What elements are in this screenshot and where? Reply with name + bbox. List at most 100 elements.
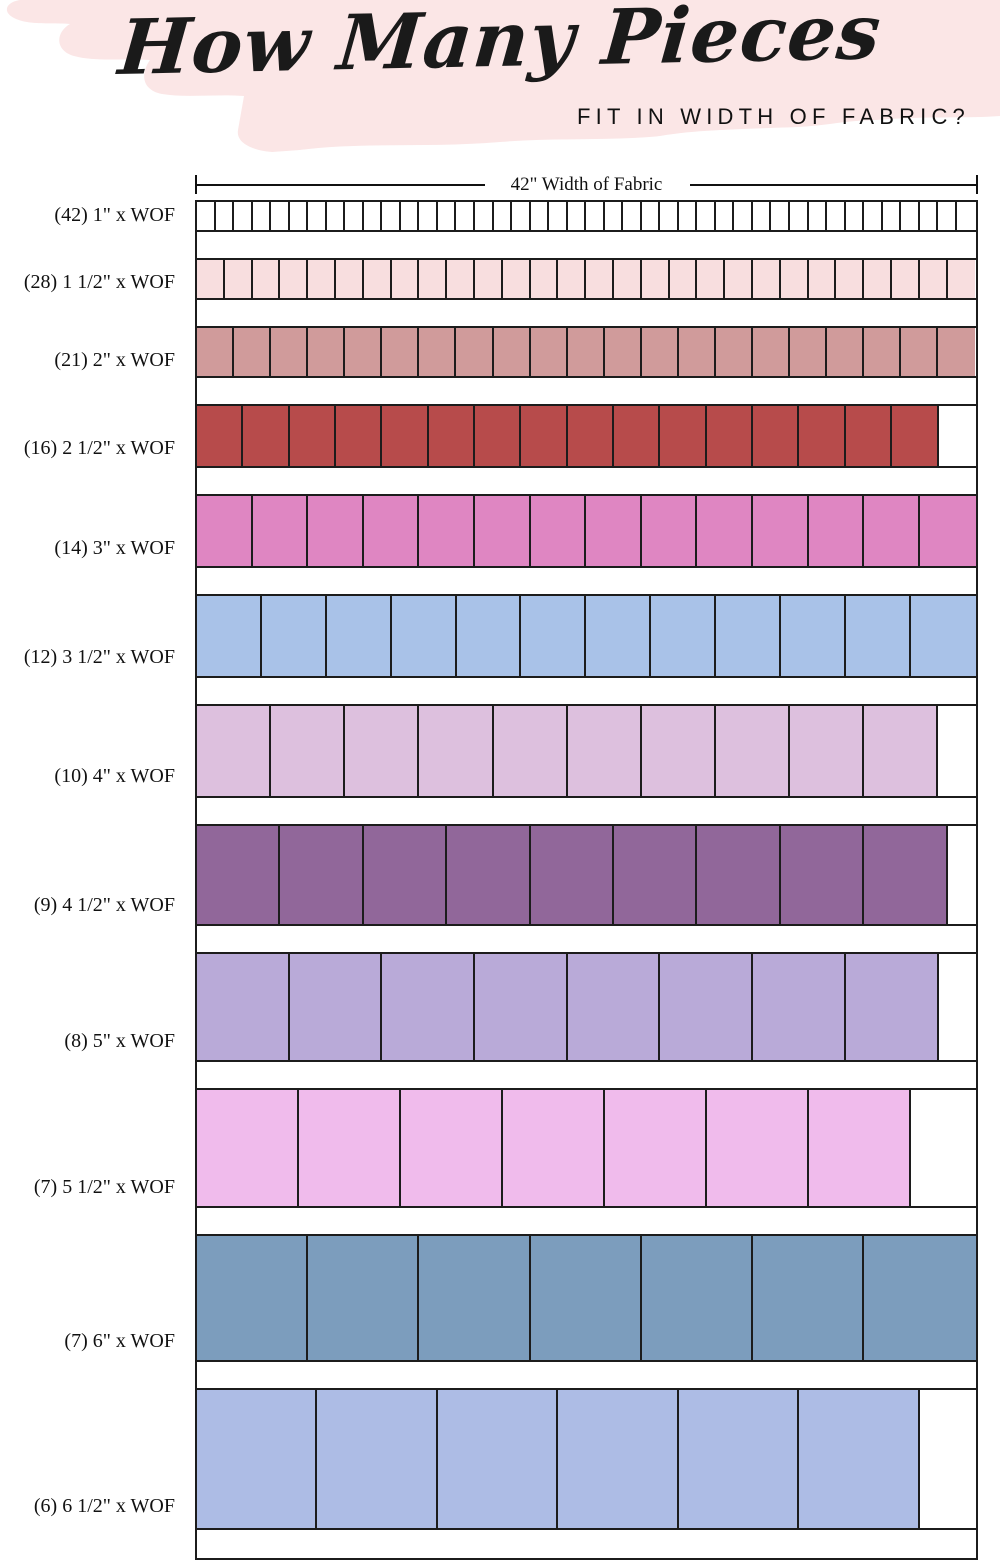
fabric-piece-cell — [456, 202, 475, 230]
fabric-piece-cell — [474, 260, 503, 298]
fabric-piece-cell — [734, 202, 753, 230]
fabric-piece-cell — [530, 328, 568, 376]
piece-strip — [197, 954, 939, 1060]
fabric-piece-cell — [530, 260, 559, 298]
fabric-piece-cell — [345, 202, 364, 230]
fabric-piece-cell — [558, 1390, 679, 1528]
chart-row-label: (28) 1 1/2" x WOF — [23, 271, 175, 294]
fabric-piece-cell — [827, 328, 865, 376]
fabric-piece-cell — [345, 328, 383, 376]
fabric-piece-cell — [197, 1390, 318, 1528]
fabric-piece-cell — [753, 954, 846, 1060]
fabric-piece-cell — [391, 596, 457, 676]
fabric-piece-cell — [549, 202, 568, 230]
chart-row — [197, 406, 976, 468]
fabric-piece-cell — [271, 706, 346, 796]
piece-strip — [197, 1390, 920, 1528]
fabric-piece-cell — [614, 406, 661, 466]
fabric-piece-cell — [799, 406, 846, 466]
fabric-piece-cell — [419, 706, 494, 796]
chart-row — [197, 1090, 976, 1208]
fabric-piece-cell — [280, 260, 309, 298]
row-spacer — [197, 300, 976, 328]
fabric-piece-cell — [614, 826, 698, 924]
fabric-piece-cell — [790, 328, 828, 376]
fabric-piece-cell — [901, 202, 920, 230]
fabric-piece-cell — [252, 260, 281, 298]
fabric-piece-cell — [919, 496, 976, 566]
row-spacer — [197, 1362, 976, 1390]
chart-row — [197, 1390, 976, 1530]
fabric-piece-cell — [660, 406, 707, 466]
fabric-piece-cell — [521, 406, 568, 466]
fabric-piece-cell — [447, 260, 475, 298]
fabric-piece-cell — [447, 826, 531, 924]
fabric-piece-cell — [197, 706, 272, 796]
fabric-piece-cell — [669, 260, 698, 298]
fabric-piece-cell — [845, 596, 911, 676]
chart-row-label: (12) 3 1/2" x WOF — [23, 646, 175, 668]
fabric-piece-cell — [753, 1236, 865, 1360]
fabric-piece-cell — [808, 496, 865, 566]
fabric-piece-cell — [308, 260, 336, 298]
fabric-piece-cell — [521, 596, 587, 676]
chart-row — [197, 328, 976, 378]
fabric-piece-cell — [892, 406, 939, 466]
fabric-piece-cell — [308, 496, 364, 566]
chart-row — [197, 260, 976, 300]
fabric-piece-cell — [437, 202, 457, 230]
fabric-piece-cell — [938, 202, 957, 230]
piece-strip — [197, 328, 976, 376]
fabric-piece-cell — [475, 954, 568, 1060]
fabric-piece-cell — [808, 260, 837, 298]
fabric-piece-cell — [400, 1090, 503, 1206]
row-spacer — [197, 232, 976, 260]
row-spacer — [197, 1530, 976, 1558]
fabric-piece-cell — [864, 202, 883, 230]
fabric-piece-cell — [780, 260, 809, 298]
fabric-piece-cell — [289, 202, 309, 230]
fabric-piece-cell — [475, 496, 531, 566]
fabric-piece-cell — [910, 596, 976, 676]
fabric-piece-cell — [252, 202, 272, 230]
fabric-piece-cell — [752, 202, 772, 230]
fabric-piece-cell — [956, 202, 976, 230]
fabric-piece-cell — [243, 406, 290, 466]
fabric-piece-cell — [641, 202, 661, 230]
fabric-piece-cell — [651, 596, 716, 676]
fabric-piece-cell — [604, 1090, 707, 1206]
fabric-piece-cell — [697, 826, 781, 924]
row-spacer — [197, 798, 976, 826]
fabric-piece-cell — [530, 826, 615, 924]
fabric-piece-cell — [335, 260, 364, 298]
fabric-piece-cell — [345, 706, 420, 796]
fabric-piece-cell — [752, 328, 790, 376]
fabric-piece-cell — [641, 706, 716, 796]
fabric-piece-cell — [715, 202, 735, 230]
fabric-piece-cell — [382, 202, 401, 230]
chart-row — [197, 954, 976, 1062]
fabric-piece-cell — [919, 202, 939, 230]
fabric-piece-cell — [790, 202, 809, 230]
fabric-piece-cell — [604, 202, 624, 230]
fabric-piece-cell — [280, 826, 364, 924]
chart-row-label: (7) 5 1/2" x WOF — [33, 1175, 175, 1198]
chart-row-label: (42) 1" x WOF — [54, 204, 175, 226]
fabric-piece-cell — [808, 202, 828, 230]
fabric-piece-cell — [752, 260, 781, 298]
fabric-piece-cell — [419, 496, 476, 566]
fabric-piece-cell — [336, 406, 383, 466]
chart-row-label: (6) 6 1/2" x WOF — [33, 1495, 175, 1518]
fabric-piece-cell — [363, 260, 392, 298]
fabric-piece-cell — [197, 1090, 299, 1206]
fabric-piece-cell — [326, 596, 392, 676]
ruler-label: 42" Width of Fabric — [510, 174, 663, 195]
fabric-piece-cell — [790, 706, 865, 796]
row-spacer — [197, 378, 976, 406]
row-spacer — [197, 678, 976, 706]
piece-strip — [197, 706, 939, 796]
fabric-piece-cell — [215, 202, 235, 230]
fabric-piece-cell — [197, 496, 253, 566]
fabric-piece-cell — [697, 260, 726, 298]
fabric-piece-cell — [308, 1236, 420, 1360]
